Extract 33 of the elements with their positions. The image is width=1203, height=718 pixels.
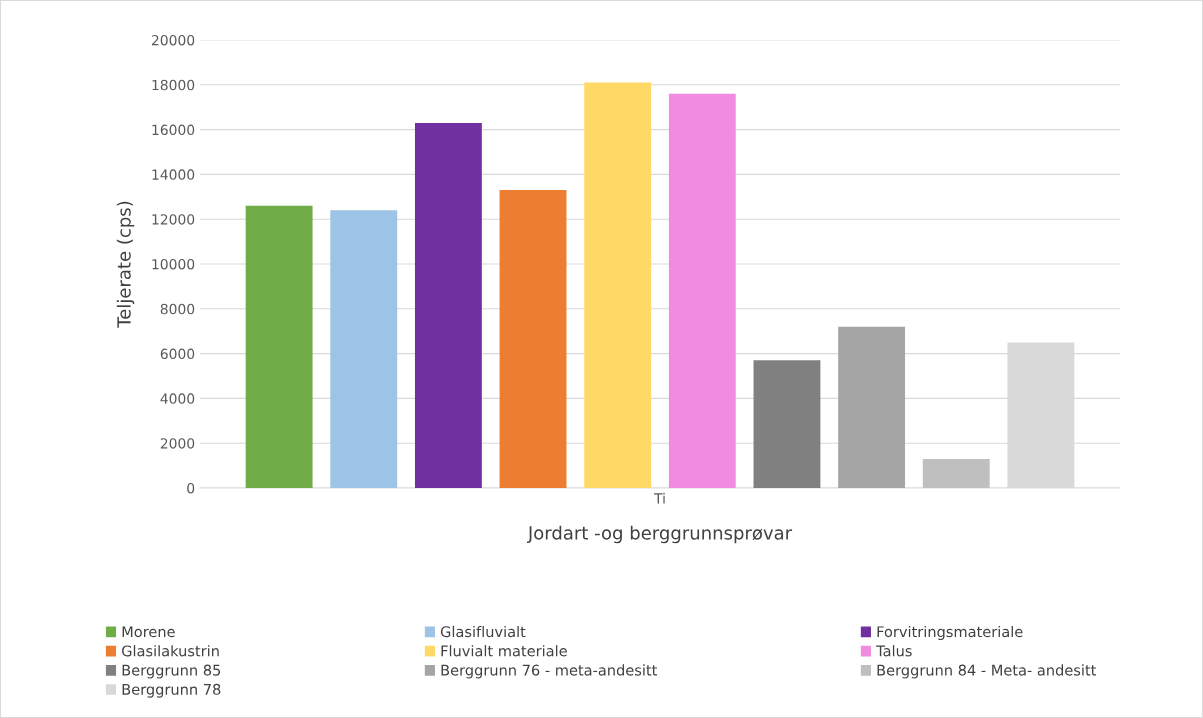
y-tick-label: 16000 xyxy=(152,124,195,136)
y-tick-label: 4000 xyxy=(160,393,195,404)
x-tick-label: Ti xyxy=(654,492,665,504)
y-tick-label: 10000 xyxy=(152,258,195,270)
y-tick-label: 2000 xyxy=(160,438,195,449)
y-tick-label: 0 xyxy=(187,482,195,494)
x-axis-title: Jordart -og berggrunnsprøvar xyxy=(526,525,793,544)
legend-label: Forvitringsmateriale xyxy=(877,625,1023,641)
legend-label: Glasilakustrin xyxy=(122,645,219,657)
y-tick-label: 18000 xyxy=(152,79,195,91)
bar xyxy=(499,190,567,488)
bar xyxy=(245,205,313,488)
legend-label: Berggrunn 84 - Meta- andesitt xyxy=(877,664,1097,679)
legend-label: Morene xyxy=(122,626,175,638)
bar xyxy=(584,82,652,488)
legend-label: Talus xyxy=(876,645,912,657)
legend-label: Berggrunn 85 xyxy=(122,664,221,679)
legend-label: Berggrunn 78 xyxy=(122,683,221,698)
y-tick-label: 14000 xyxy=(152,169,195,180)
bar xyxy=(414,122,482,488)
bar xyxy=(668,93,736,488)
bar xyxy=(753,360,821,488)
legend-label: Berggrunn 76 - meta-andesitt xyxy=(441,664,658,679)
bar xyxy=(922,458,990,488)
y-tick-label: 6000 xyxy=(160,348,195,360)
legend-label: Glasifluvialt xyxy=(440,625,526,638)
y-tick-label: 20000 xyxy=(151,34,195,46)
legend-label: Fluvialt materiale xyxy=(441,645,567,657)
y-tick-label: 8000 xyxy=(160,303,195,315)
bar xyxy=(330,210,398,488)
y-axis-title: Teljerate (cps) xyxy=(116,201,135,328)
bar xyxy=(838,326,906,488)
y-tick-label: 12000 xyxy=(152,214,195,225)
